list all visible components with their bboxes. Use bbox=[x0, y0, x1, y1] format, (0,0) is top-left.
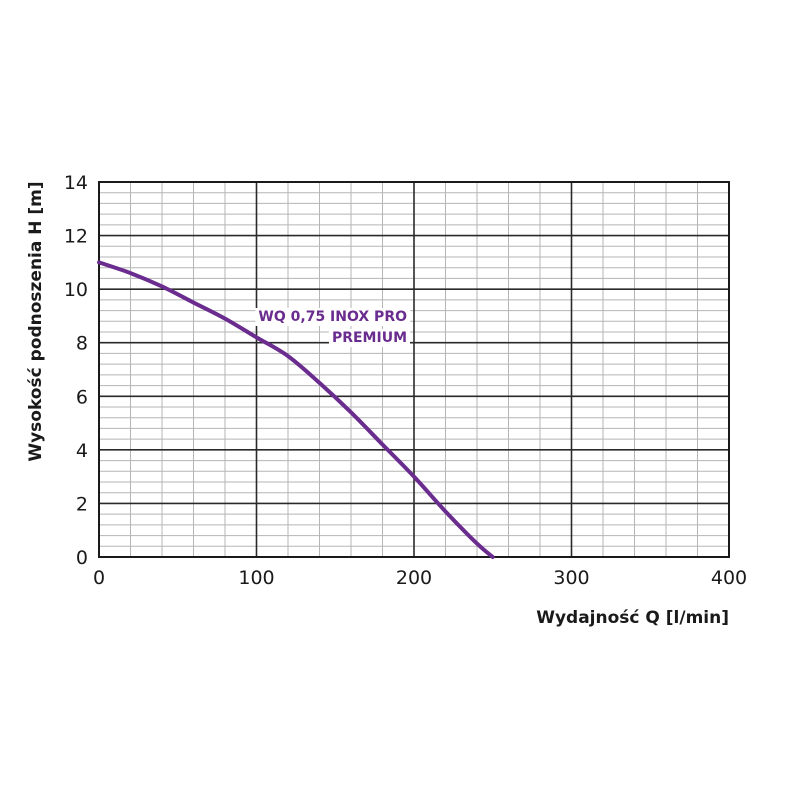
series-label-layer: WQ 0,75 INOX PRO PREMIUM bbox=[255, 308, 411, 347]
y-tick-label: 4 bbox=[76, 440, 88, 462]
y-tick-label: 0 bbox=[76, 547, 88, 569]
y-tick-label: 6 bbox=[76, 386, 88, 408]
series-label-line-1: WQ 0,75 INOX PRO bbox=[258, 309, 407, 325]
y-tick-label: 14 bbox=[64, 172, 88, 194]
x-tick-label: 400 bbox=[711, 567, 747, 589]
x-axis-ticks: 0 100 200 300 400 bbox=[93, 567, 747, 589]
y-tick-label: 8 bbox=[76, 333, 88, 355]
x-tick-label: 100 bbox=[238, 567, 274, 589]
series-label-line-2: PREMIUM bbox=[332, 330, 407, 346]
series-line bbox=[97, 260, 495, 559]
y-axis-title: Wysokość podnoszenia H [m] bbox=[26, 181, 46, 461]
y-axis-ticks: 0 2 4 6 8 10 12 14 bbox=[64, 172, 88, 569]
y-tick-label: 2 bbox=[76, 493, 88, 515]
plot-border bbox=[98, 181, 730, 558]
y-tick-label: 10 bbox=[64, 279, 88, 301]
y-tick-label: 12 bbox=[64, 226, 88, 248]
x-tick-label: 200 bbox=[396, 567, 432, 589]
x-axis-title: Wydajność Q [l/min] bbox=[536, 608, 729, 628]
series-label-background-line-1 bbox=[255, 308, 411, 326]
series-label-background-line-2 bbox=[328, 329, 410, 347]
series-layer bbox=[97, 260, 495, 559]
x-tick-label: 300 bbox=[553, 567, 589, 589]
x-tick-label: 0 bbox=[93, 567, 105, 589]
plot-frame bbox=[98, 181, 730, 558]
